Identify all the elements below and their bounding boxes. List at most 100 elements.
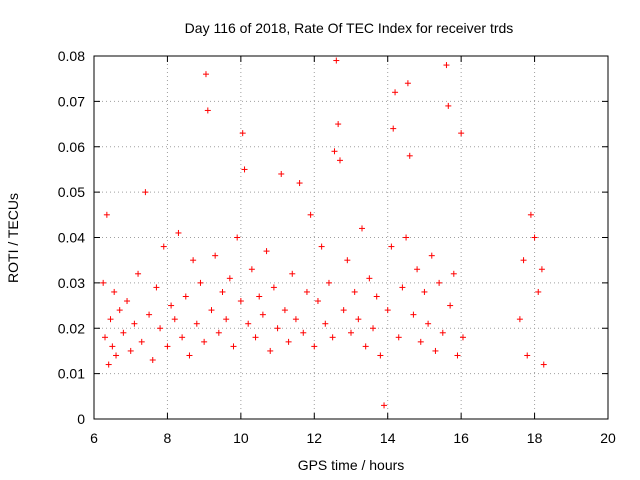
data-point (120, 329, 127, 336)
data-point (230, 343, 237, 350)
data-point (113, 352, 120, 359)
x-tick-label: 8 (164, 430, 172, 446)
data-point (274, 325, 281, 332)
data-point (212, 252, 219, 259)
data-point (331, 148, 338, 155)
data-point (520, 257, 527, 264)
data-point (149, 357, 156, 364)
data-point (102, 334, 109, 341)
data-point (362, 343, 369, 350)
grid-lines (94, 56, 608, 419)
data-point (193, 320, 200, 327)
data-point (384, 307, 391, 314)
data-point (373, 293, 380, 300)
data-point (535, 288, 542, 295)
axis-ticks (93, 55, 609, 420)
data-point (454, 352, 461, 359)
data-point (107, 316, 114, 323)
data-point (239, 130, 246, 137)
data-point (263, 248, 270, 255)
data-point (340, 307, 347, 314)
data-point (160, 243, 167, 250)
data-point (527, 211, 534, 218)
data-point (344, 257, 351, 264)
data-point (333, 57, 340, 64)
data-point (252, 334, 259, 341)
data-point (425, 320, 432, 327)
data-point (392, 89, 399, 96)
data-point (314, 298, 321, 305)
data-point (179, 334, 186, 341)
data-point (259, 311, 266, 318)
data-point (168, 302, 175, 309)
x-tick-label: 18 (527, 430, 543, 446)
data-point (204, 107, 211, 114)
data-point (450, 270, 457, 277)
data-point (142, 189, 149, 196)
data-point (459, 334, 466, 341)
y-tick-label: 0.08 (58, 48, 85, 64)
data-point (329, 334, 336, 341)
data-point (237, 298, 244, 305)
y-tick-label: 0.04 (58, 230, 85, 246)
data-point (138, 338, 145, 345)
x-tick-label: 20 (600, 430, 616, 446)
data-point (439, 329, 446, 336)
data-point (335, 121, 342, 128)
data-point (241, 166, 248, 173)
data-point (105, 361, 112, 368)
data-point (325, 279, 332, 286)
data-point (245, 320, 252, 327)
data-point (447, 302, 454, 309)
x-tick-label: 12 (306, 430, 322, 446)
data-point (124, 298, 131, 305)
data-point (348, 329, 354, 336)
data-point (292, 316, 299, 323)
data-point (100, 279, 107, 286)
data-point (109, 343, 116, 350)
data-point (186, 352, 193, 359)
data-point (531, 234, 538, 241)
y-tick-label: 0.02 (58, 320, 85, 336)
data-point (223, 316, 230, 323)
data-point (417, 338, 424, 345)
chart-title: Day 116 of 2018, Rate Of TEC Index for r… (185, 20, 514, 36)
data-point (406, 152, 413, 159)
data-point (103, 211, 110, 218)
data-point (388, 243, 395, 250)
data-point (131, 320, 138, 327)
data-point (248, 266, 255, 273)
data-point (377, 352, 384, 359)
data-point (267, 347, 274, 354)
y-tick-label: 0.03 (58, 275, 85, 291)
data-point (157, 325, 164, 332)
data-point (366, 275, 373, 282)
data-point (351, 288, 358, 295)
data-point (300, 329, 307, 336)
data-point (219, 288, 226, 295)
data-point (303, 288, 310, 295)
data-point (201, 338, 208, 345)
data-points (100, 57, 547, 409)
data-point (153, 284, 160, 291)
data-point (538, 266, 545, 273)
data-point (116, 307, 123, 314)
data-point (436, 279, 443, 286)
data-point (524, 352, 531, 359)
data-point (270, 284, 277, 291)
data-point (443, 62, 450, 69)
data-point (355, 316, 362, 323)
data-point (175, 229, 182, 236)
axis-tick-labels: 6 8 10 12 14 16 18 20 0 0.01 0.02 0.03 0.04 0.05 0.06 0… (58, 48, 616, 446)
data-point (370, 325, 377, 332)
data-point (190, 257, 197, 264)
data-point (421, 288, 428, 295)
data-point (428, 252, 435, 259)
y-tick-label: 0.06 (58, 139, 85, 155)
data-point (215, 329, 222, 336)
y-tick-label: 0.07 (58, 93, 85, 109)
data-point (226, 275, 233, 282)
data-point (322, 320, 329, 327)
